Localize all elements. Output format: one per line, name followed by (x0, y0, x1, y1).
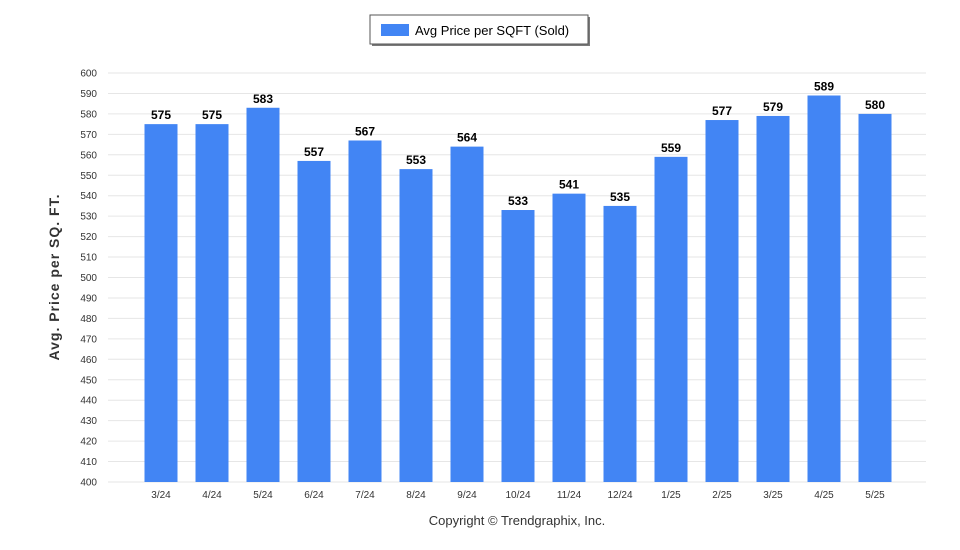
y-tick-label: 540 (80, 191, 97, 202)
bar-value-label: 541 (559, 178, 579, 192)
y-tick-label: 510 (80, 253, 97, 264)
legend-swatch (381, 24, 409, 36)
bar (552, 193, 586, 482)
bar-value-label: 535 (610, 190, 630, 204)
x-tick-label: 8/24 (406, 490, 426, 501)
bar (144, 124, 178, 482)
bars (144, 95, 892, 483)
y-tick-label: 530 (80, 212, 97, 223)
bar (246, 107, 280, 482)
y-tick-label: 590 (80, 89, 97, 100)
x-axis-ticks: 3/24 4/24 5/24 6/24 7/24 8/24 9/24 10/24 11/24 12… (151, 490, 885, 501)
bar-value-label: 575 (151, 108, 171, 122)
bar-value-label: 533 (508, 194, 528, 208)
x-tick-label: 12/24 (607, 490, 632, 501)
legend-label: Avg Price per SQFT (Sold) (415, 23, 569, 38)
bar-value-label: 583 (253, 92, 273, 106)
bar-value-label: 577 (712, 104, 732, 118)
value-labels: 575 575 583 557 567 553 564 533 541 535 559 577 579 5… (151, 79, 885, 208)
x-tick-label: 10/24 (505, 490, 530, 501)
bar-value-label: 580 (865, 98, 885, 112)
x-tick-label: 4/25 (814, 490, 834, 501)
bar (450, 146, 484, 482)
bar (654, 156, 688, 482)
x-tick-label: 4/24 (202, 490, 222, 501)
bar-value-label: 567 (355, 124, 375, 138)
y-tick-label: 440 (80, 396, 97, 407)
y-tick-label: 480 (80, 314, 97, 325)
x-tick-label: 11/24 (557, 490, 582, 501)
x-tick-label: 5/24 (253, 490, 273, 501)
bar (603, 205, 637, 483)
x-tick-label: 6/24 (304, 490, 324, 501)
y-tick-label: 490 (80, 293, 97, 304)
y-tick-label: 520 (80, 232, 97, 243)
bar (756, 115, 790, 482)
bar-value-label: 557 (304, 145, 324, 159)
y-tick-label: 400 (80, 478, 97, 489)
x-tick-label: 3/25 (763, 490, 783, 501)
bar (807, 95, 841, 483)
bar-value-label: 579 (763, 100, 783, 114)
y-tick-label: 420 (80, 437, 97, 448)
bar (705, 120, 739, 482)
bar-value-label: 589 (814, 79, 834, 93)
y-tick-label: 560 (80, 150, 97, 161)
bar-value-label: 559 (661, 141, 681, 155)
x-tick-label: 9/24 (457, 490, 477, 501)
y-tick-label: 450 (80, 375, 97, 386)
y-tick-label: 550 (80, 171, 97, 182)
bar-value-label: 553 (406, 153, 426, 167)
y-tick-label: 410 (80, 457, 97, 468)
bar-value-label: 564 (457, 131, 477, 145)
y-tick-label: 430 (80, 416, 97, 427)
y-tick-label: 500 (80, 273, 97, 284)
x-tick-label: 2/25 (712, 490, 732, 501)
y-axis-ticks: 400 410 420 430 440 450 460 470 480 490 500 510 520 5… (80, 69, 97, 489)
y-tick-label: 600 (80, 69, 97, 80)
bar (399, 169, 433, 483)
bar-value-label: 575 (202, 108, 222, 122)
bar (195, 124, 229, 482)
y-axis-title: Avg. Price per SQ. FT. (46, 194, 62, 361)
y-tick-label: 470 (80, 334, 97, 345)
x-tick-label: 5/25 (865, 490, 885, 501)
legend: Avg Price per SQFT (Sold) (369, 14, 590, 46)
bar (858, 113, 892, 483)
bar (297, 160, 331, 482)
x-tick-label: 1/25 (661, 490, 681, 501)
bar (501, 210, 535, 482)
y-tick-label: 460 (80, 355, 97, 366)
x-tick-label: 7/24 (355, 490, 375, 501)
y-tick-label: 570 (80, 130, 97, 141)
bar (348, 140, 382, 483)
x-tick-label: 3/24 (151, 490, 171, 501)
copyright-text: Copyright © Trendgraphix, Inc. (429, 513, 606, 528)
y-tick-label: 580 (80, 109, 97, 120)
